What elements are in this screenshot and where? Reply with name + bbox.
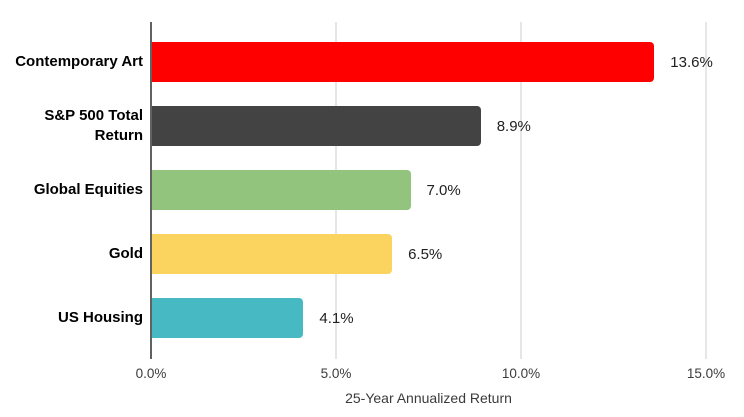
category-cell: Contemporary Art	[0, 30, 143, 94]
x-tick-label: 0.0%	[135, 366, 167, 381]
bars-area: 13.6% 8.9% 7.0% 6.5% 4.1%	[152, 30, 713, 350]
gridline-15pct	[705, 22, 707, 359]
category-cell: US Housing	[0, 286, 143, 350]
value-label: 4.1%	[319, 309, 354, 327]
bar-row: 8.9%	[152, 94, 706, 158]
x-tick-label: 5.0%	[320, 366, 352, 381]
category-label: Global Equities	[33, 181, 143, 198]
value-label: 13.6%	[670, 53, 713, 71]
category-cell: Global Equities	[0, 158, 143, 222]
bar-row: 7.0%	[152, 158, 706, 222]
category-axis: Contemporary Art S&P 500 Total Return Gl…	[0, 30, 143, 350]
bar-row: 6.5%	[152, 222, 706, 286]
bar-row: 13.6%	[152, 30, 713, 94]
category-label: US Housing	[58, 309, 143, 326]
category-cell: Gold	[0, 222, 143, 286]
x-axis-title: 25-Year Annualized Return	[345, 390, 512, 406]
bar	[152, 106, 481, 146]
bar-row: 4.1%	[152, 286, 706, 350]
value-label: 8.9%	[496, 117, 531, 135]
value-label: 7.0%	[426, 181, 461, 199]
category-label: Gold	[108, 245, 143, 262]
x-tick-label: 10.0%	[501, 366, 541, 381]
bar	[152, 42, 655, 82]
x-axis-ticks: 0.0% 5.0% 10.0% 15.0%	[136, 366, 726, 382]
category-cell: S&P 500 Total Return	[0, 94, 143, 158]
value-label: 6.5%	[408, 245, 443, 263]
category-label: S&P 500 Total Return	[44, 107, 143, 144]
category-label: Contemporary Art	[15, 53, 143, 70]
x-tick-label: 15.0%	[686, 366, 726, 381]
gridline-10pct	[520, 22, 522, 359]
bar	[152, 298, 304, 338]
y-axis-baseline	[150, 22, 152, 359]
bar	[152, 234, 393, 274]
bar	[152, 170, 411, 210]
